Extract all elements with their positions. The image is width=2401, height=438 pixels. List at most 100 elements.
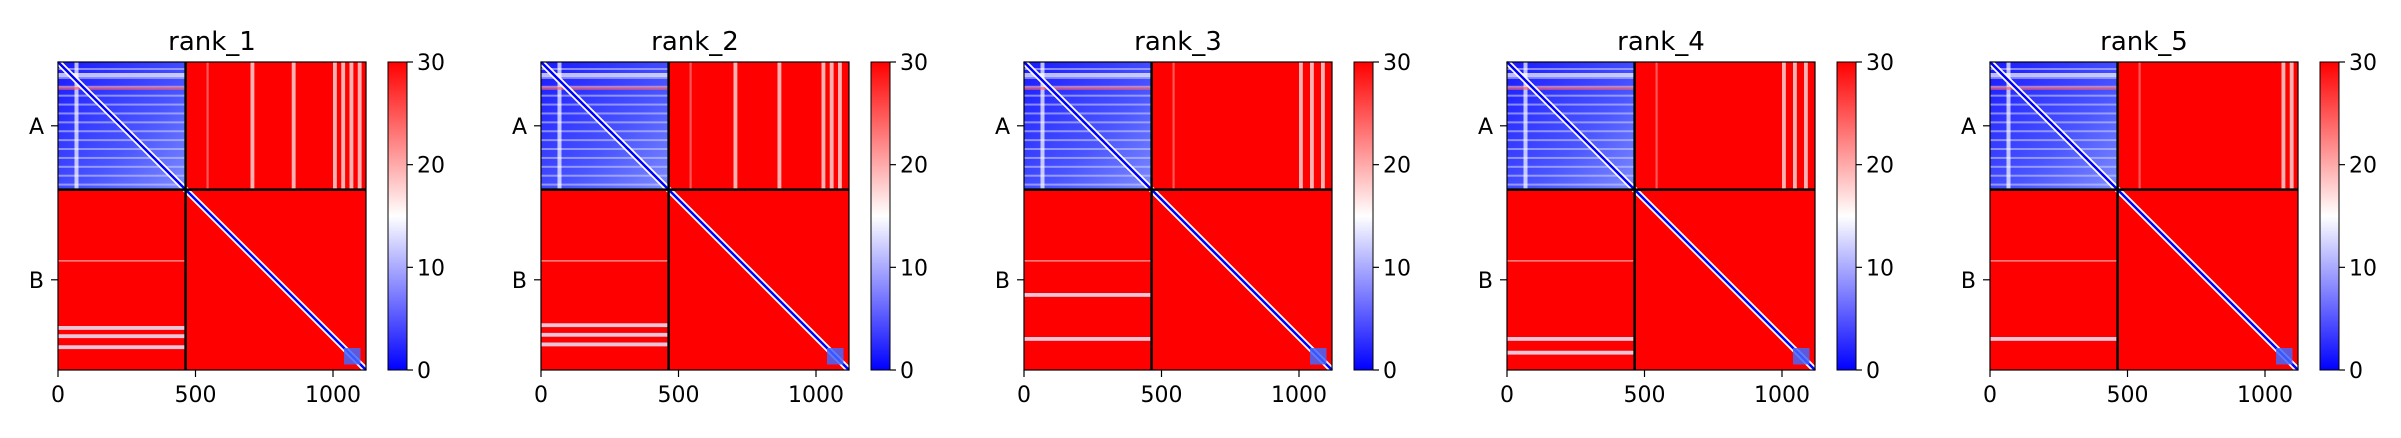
x-tick-label: 1000 — [305, 383, 361, 408]
colorbar — [1353, 61, 1374, 371]
block-a-b-stripe — [1793, 62, 1797, 190]
colorbar-tick-label: 0 — [2349, 359, 2363, 384]
block-a-b-stripe — [2138, 62, 2141, 190]
block-a-stripe — [58, 73, 186, 77]
plot-frame — [1023, 61, 1333, 371]
panel-rank_5: rank_5 0 500 1000 A B 0 10 20 30 — [1961, 27, 2377, 408]
block-a-stripe — [1990, 156, 2118, 159]
block-a-stripe — [1507, 94, 1635, 97]
block-a-stripe — [1990, 130, 2118, 133]
diagonal — [1023, 61, 1333, 371]
block-a-stripe — [1523, 62, 1528, 190]
x-tick-label: 0 — [1500, 383, 1514, 408]
colorbar-tick-label: 10 — [2349, 256, 2377, 281]
block-b-a-stripe — [1024, 293, 1152, 297]
x-tick-label: 500 — [1624, 383, 1666, 408]
block-a-b-stripe — [1804, 62, 1808, 190]
block-a-stripe — [1990, 76, 2118, 79]
colorbar-tick-label: 0 — [900, 359, 914, 384]
colorbar — [387, 61, 408, 371]
block-a-stripe — [541, 73, 669, 77]
plot-frame — [1989, 61, 2299, 371]
panel-title: rank_4 — [1617, 27, 1705, 57]
block-a-stripe — [1990, 139, 2118, 142]
block-a-stripe — [541, 183, 669, 186]
block-a-stripe — [1024, 94, 1152, 97]
block-a-stripe — [541, 156, 669, 159]
x-tick-label: 500 — [2107, 383, 2149, 408]
block-a-b-stripe — [1172, 62, 1175, 190]
block-a-stripe — [1507, 86, 1635, 90]
block-a-stripe — [58, 156, 186, 159]
block-a-stripe — [58, 68, 186, 70]
block-b-a-stripe — [1024, 260, 1152, 262]
block-a-b-stripe — [777, 62, 782, 190]
block-a-stripe — [1024, 139, 1152, 142]
x-tick-label: 500 — [175, 383, 217, 408]
block-a-stripe — [1990, 103, 2118, 106]
colorbar-tick-label: 20 — [900, 154, 928, 179]
block-a-stripe — [1024, 103, 1152, 106]
block-a-b-stripe — [821, 62, 826, 190]
block-a-b-stripe — [333, 62, 337, 190]
block-a-stripe — [1990, 73, 2118, 77]
colorbar-tick-label: 0 — [417, 359, 431, 384]
panel-rank_4: rank_4 0 500 1000 A B 0 10 20 30 — [1478, 27, 1894, 408]
block-b-a-stripe — [541, 323, 669, 328]
block-b-a-stripe — [541, 342, 669, 347]
block-a-stripe — [541, 148, 669, 151]
diagonal — [1506, 61, 1816, 371]
block-a-stripe — [1990, 86, 2118, 90]
x-tick-label: 1000 — [2237, 383, 2293, 408]
block-b-a-stripe — [1990, 260, 2118, 262]
x-tick-label: 0 — [534, 383, 548, 408]
x-tick-label: 500 — [658, 383, 700, 408]
block-a-stripe — [74, 62, 79, 190]
block-a-stripe — [58, 112, 186, 115]
block-a-stripe — [58, 130, 186, 133]
x-tick-label: 1000 — [1271, 383, 1327, 408]
block-a-stripe — [1024, 183, 1152, 186]
colorbar-tick-label: 30 — [900, 51, 928, 76]
block-a-stripe — [1024, 148, 1152, 151]
block-a-stripe — [1507, 148, 1635, 151]
block-a-stripe — [1024, 174, 1152, 177]
plot-frame — [540, 61, 850, 371]
block-b-a-stripe — [58, 345, 186, 350]
block-a-stripe — [1507, 174, 1635, 177]
block-b-end — [2276, 348, 2293, 365]
block-a-stripe — [1990, 112, 2118, 115]
block-b-a-stripe — [1024, 337, 1152, 341]
colorbar-tick-label: 0 — [1383, 359, 1397, 384]
block-a-stripe — [541, 76, 669, 79]
block-a-stripe — [541, 103, 669, 106]
block-a-stripe — [1990, 68, 2118, 70]
block-a-stripe — [1040, 62, 1045, 190]
block-a-stripe — [1024, 86, 1152, 90]
y-tick-label: A — [995, 115, 1010, 140]
block-a-stripe — [1507, 103, 1635, 106]
colorbar-tick-label: 20 — [1866, 154, 1894, 179]
block-a-b-stripe — [1321, 62, 1325, 190]
block-b-end — [1793, 348, 1810, 365]
colorbar — [2319, 61, 2340, 371]
block-b-a-stripe — [541, 332, 669, 337]
y-tick-label: B — [1961, 269, 1976, 294]
block-a-stripe — [557, 62, 562, 190]
block-a-b-stripe — [1782, 62, 1786, 190]
diagonal — [1989, 61, 2299, 371]
block-a-b-stripe — [838, 62, 842, 190]
block-a-stripe — [541, 94, 669, 97]
block-a-b-stripe — [1299, 62, 1303, 190]
colorbar-tick-label: 30 — [1866, 51, 1894, 76]
block-b-a-stripe — [58, 334, 186, 339]
colorbar-tick-label: 10 — [417, 256, 445, 281]
block-a-stripe — [1507, 139, 1635, 142]
x-tick-label: 0 — [1017, 383, 1031, 408]
block-a-stripe — [1024, 68, 1152, 70]
x-tick-label: 0 — [51, 383, 65, 408]
colorbar-tick-label: 10 — [1866, 256, 1894, 281]
block-a-b-stripe — [689, 62, 692, 190]
block-a-stripe — [1507, 165, 1635, 168]
